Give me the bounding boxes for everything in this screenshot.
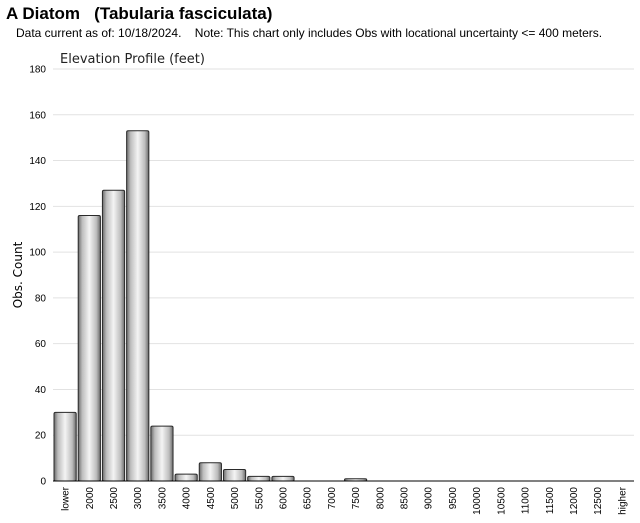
y-axis-ticks: 0 20 40 60 80 100 120 140 160 180 (29, 65, 46, 488)
x-tick-label: 3000 (133, 487, 144, 510)
x-tick-label: 9000 (424, 487, 435, 510)
page-subtitle: Data current as of: 10/18/2024. Note: Th… (16, 26, 603, 40)
grid-lines (53, 68, 634, 482)
x-tick-label: 7500 (351, 487, 362, 510)
x-tick-label: 5500 (254, 487, 265, 510)
x-tick-label: 7000 (327, 487, 338, 510)
y-axis-label: Obs. Count (11, 241, 25, 308)
y-tick-label: 160 (29, 110, 46, 121)
bar-5000 (222, 469, 247, 482)
y-tick-label: 40 (35, 385, 47, 396)
y-tick-label: 180 (29, 65, 46, 76)
x-tick-label: 4000 (182, 487, 193, 510)
chart-title: Elevation Profile (feet) (60, 52, 205, 67)
bar-5500 (247, 475, 271, 482)
x-tick-label: lower (61, 486, 72, 511)
x-tick-label: higher (617, 486, 628, 514)
x-tick-label: 6000 (278, 487, 289, 510)
x-tick-label: 2000 (85, 487, 96, 510)
y-tick-label: 20 (35, 431, 47, 442)
x-tick-label: 3500 (157, 487, 168, 510)
x-tick-label: 5000 (230, 487, 241, 510)
y-tick-label: 0 (40, 477, 46, 488)
bar-lower (53, 411, 77, 482)
x-tick-label: 10500 (496, 487, 507, 515)
x-tick-label: 2500 (109, 487, 120, 510)
bar-6000 (271, 475, 295, 482)
bar-2000 (77, 214, 101, 482)
x-tick-label: 4500 (206, 487, 217, 510)
bar-3500 (150, 425, 174, 482)
x-tick-label: 9500 (448, 487, 459, 510)
bar-2500 (101, 189, 126, 482)
x-tick-label: 12500 (593, 487, 604, 515)
x-tick-label: 8500 (400, 487, 411, 510)
x-axis-ticks: lower 2000 2500 3000 3500 4000 4500 5000 5500 600… (61, 486, 629, 514)
x-tick-label: 11000 (521, 487, 532, 515)
bar-4500 (198, 462, 222, 482)
y-tick-label: 80 (35, 293, 47, 304)
bar-4000 (174, 473, 198, 482)
y-tick-label: 140 (29, 156, 46, 167)
x-tick-label: 10000 (472, 487, 483, 515)
x-tick-label: 8000 (375, 487, 386, 510)
y-tick-label: 100 (29, 248, 46, 259)
x-tick-label: 6500 (303, 487, 314, 510)
x-tick-label: 12000 (569, 487, 580, 515)
page-title: A Diatom (Tabularia fasciculata) (6, 4, 273, 23)
y-tick-label: 60 (35, 339, 47, 350)
bar-3000 (126, 130, 150, 482)
y-tick-label: 120 (29, 202, 46, 213)
x-tick-label: 11500 (545, 487, 556, 515)
bars (53, 130, 368, 482)
